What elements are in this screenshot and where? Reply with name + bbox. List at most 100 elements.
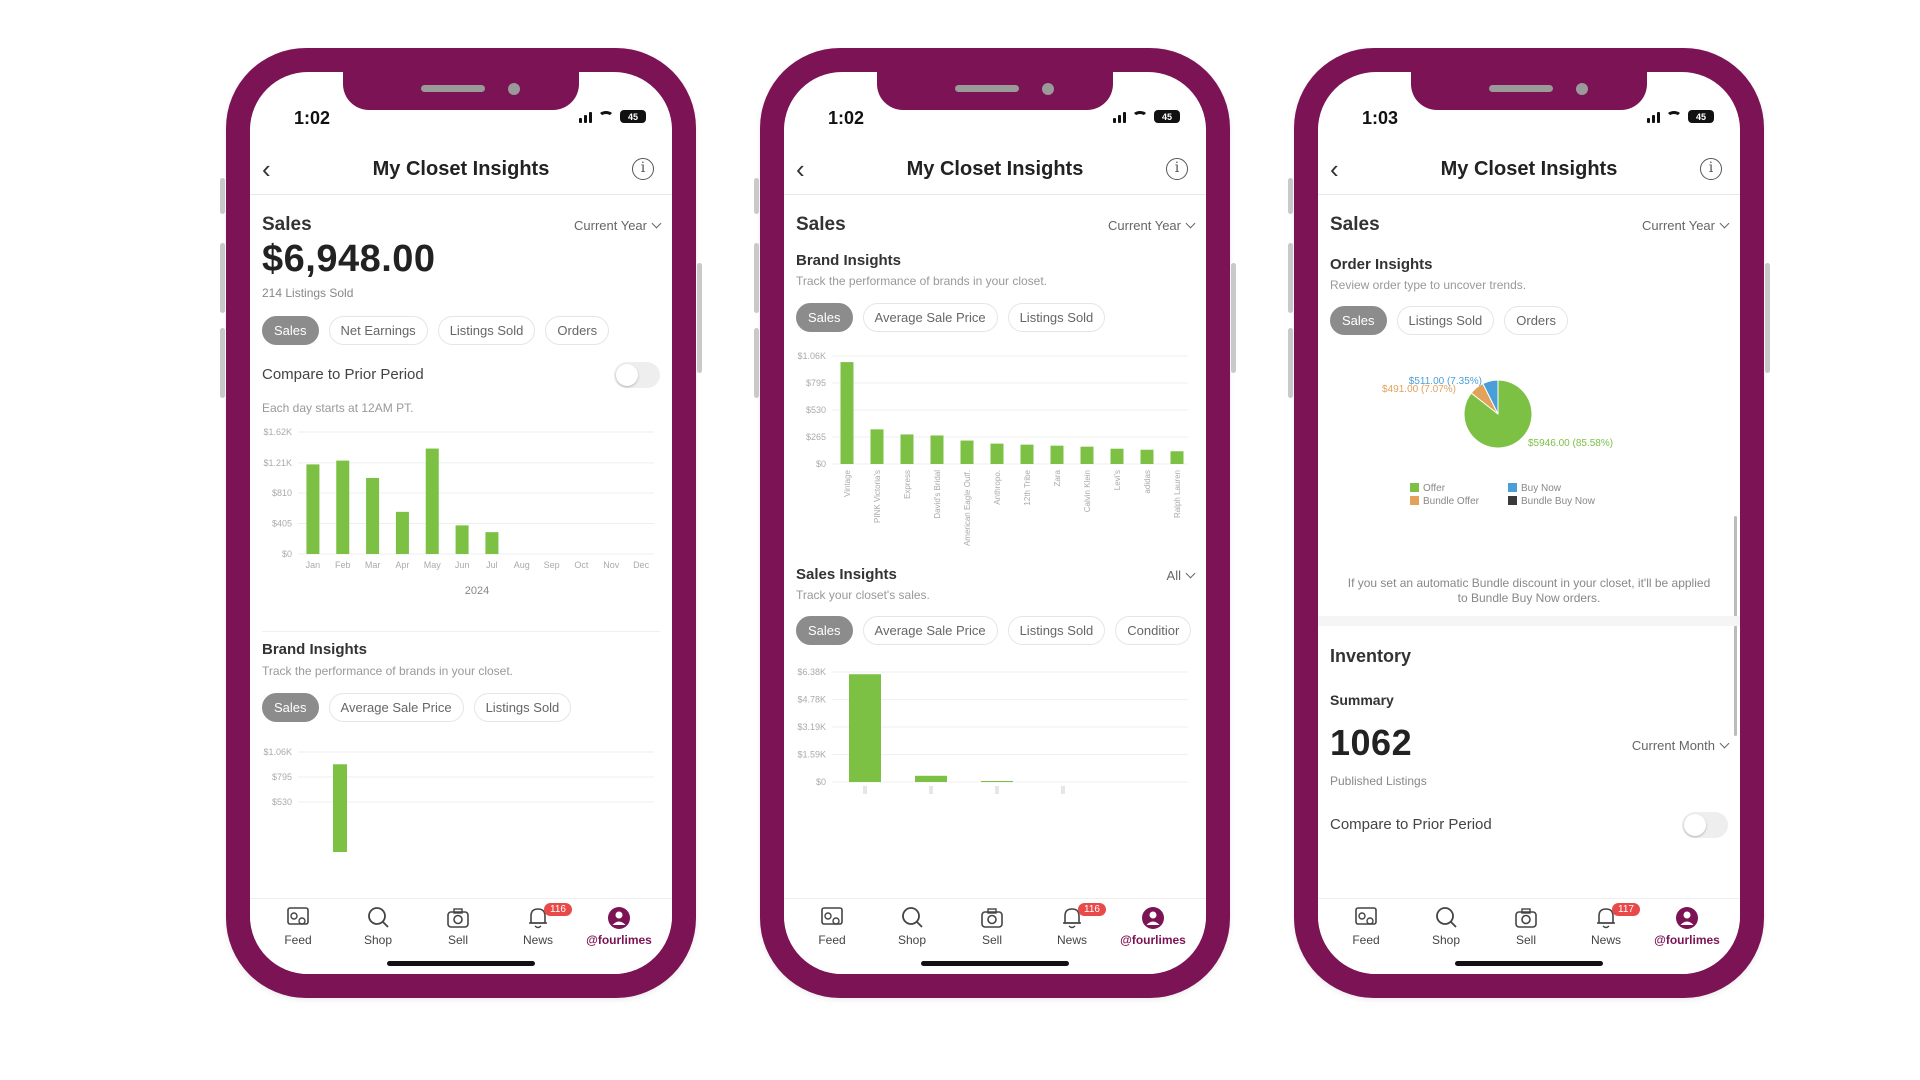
- tab-sell[interactable]: Sell: [1486, 905, 1566, 947]
- x-tick-label: May: [424, 560, 442, 570]
- scrollbar[interactable]: [1734, 516, 1737, 736]
- compare-toggle[interactable]: [1682, 812, 1728, 838]
- battery-icon: 45: [620, 110, 646, 123]
- x-tick-label: Oct: [574, 560, 589, 570]
- tab-feed[interactable]: Feed: [792, 905, 872, 947]
- tab-net-earnings[interactable]: Net Earnings: [328, 316, 428, 345]
- tab-sales[interactable]: Sales: [262, 316, 319, 345]
- inventory-summary-label: Summary: [1330, 692, 1394, 708]
- tab-news[interactable]: News 117: [1566, 903, 1646, 947]
- sales-insights-title: Sales Insights: [796, 566, 897, 583]
- tab-profile[interactable]: @fourlimes: [1644, 905, 1730, 947]
- bar: [336, 460, 350, 554]
- back-icon[interactable]: ‹: [262, 154, 271, 184]
- phone-1: 1:02 45 ‹ My Closet Insights i Sales Cur…: [220, 48, 702, 998]
- tab-shop[interactable]: Shop: [338, 905, 418, 947]
- order-metric-tabs: Sales Listings Sold Orders: [1330, 306, 1728, 335]
- y-tick-label: $265: [806, 432, 826, 442]
- tab-profile[interactable]: @fourlimes: [576, 905, 662, 947]
- tab-sales[interactable]: Sales: [796, 616, 853, 645]
- period-dropdown[interactable]: Current Year: [1642, 218, 1730, 233]
- tab-shop[interactable]: Shop: [1406, 905, 1486, 947]
- sales-insights-desc: Track your closet's sales.: [796, 588, 930, 602]
- tab-listings-sold[interactable]: Listings Sold: [473, 693, 572, 722]
- x-tick-label: adidas: [1143, 470, 1152, 494]
- tab-listings-sold[interactable]: Listings Sold: [1396, 306, 1495, 335]
- bell-icon: [1597, 908, 1615, 929]
- tab-listings-sold[interactable]: Listings Sold: [1007, 616, 1106, 645]
- phone-screen: 1:02 45 ‹ My Closet Insights i Sales Cur…: [784, 72, 1206, 974]
- y-tick-label: $1.59K: [797, 750, 826, 760]
- chevron-down-icon: [651, 218, 662, 229]
- info-icon[interactable]: i: [1166, 158, 1188, 180]
- wifi-icon: [1132, 110, 1148, 123]
- x-tick-label: Express: [903, 470, 912, 499]
- bar: [425, 448, 439, 554]
- tab-sales[interactable]: Sales: [1330, 306, 1387, 335]
- bar: [930, 435, 944, 464]
- status-bar: 1:02 45: [250, 108, 672, 130]
- tab-sales[interactable]: Sales: [262, 693, 319, 722]
- inventory-period-dropdown[interactable]: Current Month: [1632, 738, 1730, 753]
- order-insights-title: Order Insights: [1330, 256, 1433, 273]
- brand-metric-tabs: Sales Average Sale Price Listings Sold: [262, 693, 660, 722]
- tab-news[interactable]: News 116: [498, 903, 578, 947]
- home-indicator: [1455, 961, 1603, 966]
- tab-profile[interactable]: @fourlimes: [1110, 905, 1196, 947]
- bar: [1170, 451, 1184, 464]
- back-icon[interactable]: ‹: [1330, 154, 1339, 184]
- search-icon: [902, 907, 923, 928]
- bottom-tab-bar: Feed Shop Sell News 117 @fourlimes: [1318, 898, 1740, 974]
- x-tick-label: Apr: [395, 560, 409, 570]
- bar: [900, 434, 914, 464]
- tab-average-sale-price[interactable]: Average Sale Price: [862, 616, 998, 645]
- compare-label: Compare to Prior Period: [1330, 816, 1492, 833]
- y-tick-label: $0: [816, 777, 826, 787]
- x-tick-label: Nov: [603, 560, 620, 570]
- tab-sales[interactable]: Sales: [796, 303, 853, 332]
- tab-sell[interactable]: Sell: [418, 905, 498, 947]
- bar: [960, 440, 974, 464]
- monthly-sales-chart: $0 $405 $810 $1.21K $1.62K Jan Feb Mar Apr May Jun…: [263, 427, 654, 597]
- x-tick-label: Dec: [633, 560, 650, 570]
- tab-average-sale-price[interactable]: Average Sale Price: [328, 693, 464, 722]
- info-icon[interactable]: i: [632, 158, 654, 180]
- bottom-tab-bar: Feed Shop Sell News 116 @fourlimes: [784, 898, 1206, 974]
- y-tick-label: $530: [806, 405, 826, 415]
- signal-icon: [1113, 110, 1126, 123]
- compare-toggle[interactable]: [614, 362, 660, 388]
- bottom-tab-bar: Feed Shop Sell News 116 @fourlimes: [250, 898, 672, 974]
- period-dropdown[interactable]: Current Year: [574, 218, 662, 233]
- order-insights-desc: Review order type to uncover trends.: [1330, 278, 1527, 292]
- tab-news[interactable]: News 116: [1032, 903, 1112, 947]
- status-time: 1:02: [294, 108, 331, 128]
- period-dropdown[interactable]: Current Year: [1108, 218, 1196, 233]
- tab-feed[interactable]: Feed: [1326, 905, 1406, 947]
- notch: [877, 72, 1113, 110]
- tab-orders[interactable]: Orders: [1504, 306, 1568, 335]
- tab-listings-sold[interactable]: Listings Sold: [437, 316, 536, 345]
- bar: [1050, 445, 1064, 464]
- info-icon[interactable]: i: [1700, 158, 1722, 180]
- y-tick-label: $3.19K: [797, 722, 826, 732]
- camera-icon: [1515, 908, 1537, 928]
- tab-sell[interactable]: Sell: [952, 905, 1032, 947]
- feed-icon: [287, 907, 309, 925]
- phone-3: 1:03 45 ‹ My Closet Insights i Sales Cur…: [1288, 48, 1770, 998]
- bar: [1080, 446, 1094, 464]
- tab-shop[interactable]: Shop: [872, 905, 952, 947]
- bar: [306, 464, 320, 554]
- tab-listings-sold[interactable]: Listings Sold: [1007, 303, 1106, 332]
- pie-label: $511.00 (7.35%): [1409, 376, 1482, 387]
- app-header: ‹ My Closet Insights i: [784, 150, 1206, 190]
- sales-filter-dropdown[interactable]: All: [1167, 568, 1196, 583]
- back-icon[interactable]: ‹: [796, 154, 805, 184]
- tab-condition[interactable]: Conditior: [1115, 616, 1192, 645]
- tab-feed[interactable]: Feed: [258, 905, 338, 947]
- tab-average-sale-price[interactable]: Average Sale Price: [862, 303, 998, 332]
- tab-orders[interactable]: Orders: [545, 316, 610, 345]
- phone-screen: 1:03 45 ‹ My Closet Insights i Sales Cur…: [1318, 72, 1740, 974]
- feed-icon: [1355, 907, 1377, 925]
- news-badge: 116: [544, 903, 572, 916]
- bar: [840, 362, 854, 464]
